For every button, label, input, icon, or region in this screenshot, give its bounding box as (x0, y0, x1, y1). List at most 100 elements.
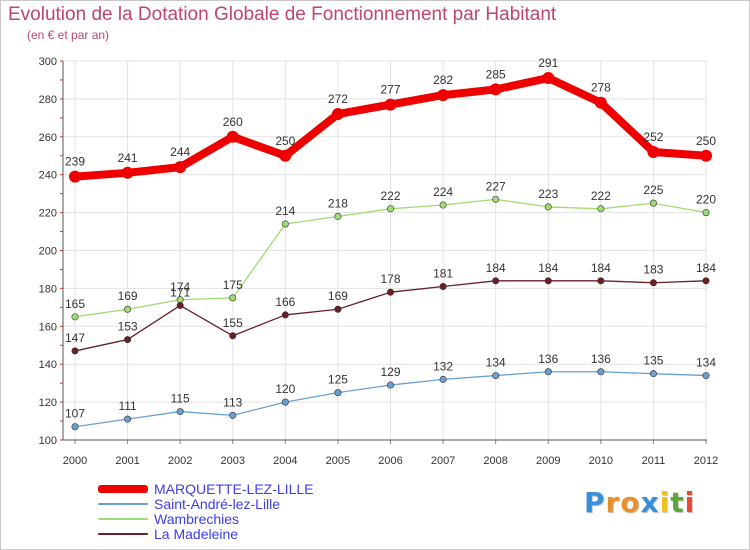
data-label: 218 (328, 196, 348, 210)
y-tick-label: 300 (39, 56, 57, 68)
x-tick-label: 2002 (168, 455, 192, 467)
legend-label: La Madeleine (154, 526, 239, 542)
data-label: 132 (433, 359, 453, 373)
data-point (492, 372, 500, 380)
data-point (649, 279, 657, 287)
data-label: 291 (538, 56, 558, 70)
data-point (542, 72, 555, 85)
data-label: 129 (380, 365, 400, 379)
data-label: 282 (433, 73, 453, 87)
data-point (702, 209, 710, 217)
data-label: 184 (538, 261, 558, 275)
data-point (71, 313, 79, 321)
data-label: 272 (328, 92, 348, 106)
data-label: 222 (591, 189, 611, 203)
data-label: 178 (380, 272, 400, 286)
data-label: 147 (65, 331, 85, 345)
data-point (229, 411, 237, 419)
x-tick-label: 2011 (642, 455, 666, 467)
data-label: 136 (591, 352, 611, 366)
data-label: 107 (65, 407, 85, 421)
data-point (229, 294, 237, 302)
data-label: 169 (328, 289, 348, 303)
data-label: 166 (275, 295, 295, 309)
data-label: 252 (643, 130, 663, 144)
y-tick-label: 120 (39, 397, 57, 409)
legend-label: Saint-André-lez-Lille (154, 496, 281, 512)
data-point (174, 161, 187, 174)
y-tick-label: 160 (39, 321, 57, 333)
data-point (544, 368, 552, 376)
data-point (279, 149, 292, 162)
data-point (437, 89, 450, 102)
data-point (384, 98, 397, 111)
data-label: 225 (643, 183, 663, 197)
data-point (176, 408, 184, 416)
data-label: 223 (538, 187, 558, 201)
data-label: 220 (696, 193, 716, 207)
data-label: 244 (170, 145, 190, 159)
data-point (334, 305, 342, 313)
data-label: 153 (118, 320, 138, 334)
data-point (492, 277, 500, 285)
y-tick-label: 260 (39, 132, 57, 144)
data-point (649, 370, 657, 378)
y-tick-label: 140 (39, 359, 57, 371)
data-label: 134 (486, 356, 506, 370)
x-tick-label: 2009 (536, 455, 560, 467)
x-tick-label: 2012 (694, 455, 718, 467)
chart-subtitle: (en € et par an) (27, 28, 110, 42)
data-point (121, 166, 134, 179)
x-tick-label: 2008 (483, 455, 507, 467)
data-label: 250 (696, 134, 716, 148)
x-tick-label: 2000 (63, 455, 87, 467)
data-point (386, 288, 394, 296)
y-tick-label: 180 (39, 283, 57, 295)
data-label: 250 (275, 134, 295, 148)
data-label: 165 (65, 297, 85, 311)
legend-swatch (98, 518, 148, 520)
data-point (649, 199, 657, 207)
data-label: 184 (696, 261, 716, 275)
x-tick-label: 2001 (115, 455, 139, 467)
data-point (439, 375, 447, 383)
data-point (386, 205, 394, 213)
chart-title: Evolution de la Dotation Globale de Fonc… (8, 4, 557, 25)
x-tick-label: 2010 (589, 455, 613, 467)
data-label: 183 (643, 263, 663, 277)
data-label: 171 (170, 285, 190, 299)
data-point (229, 332, 237, 340)
data-label: 115 (171, 392, 190, 406)
data-point (702, 372, 710, 380)
data-label: 227 (486, 179, 506, 193)
y-tick-label: 100 (39, 435, 57, 447)
data-point (597, 205, 605, 213)
data-label: 184 (486, 261, 506, 275)
data-point (544, 277, 552, 285)
data-point (334, 212, 342, 220)
data-point (700, 149, 712, 162)
data-label: 214 (275, 204, 295, 218)
data-label: 135 (643, 354, 663, 368)
data-label: 277 (380, 83, 400, 97)
data-point (176, 301, 184, 309)
data-label: 222 (380, 189, 400, 203)
data-label: 175 (223, 278, 243, 292)
data-point (331, 108, 344, 121)
x-tick-label: 2006 (378, 455, 402, 467)
data-label: 113 (223, 395, 242, 409)
legend-swatch (98, 503, 148, 505)
data-point (702, 277, 710, 285)
legend-swatch (98, 485, 148, 493)
data-label: 174 (170, 280, 190, 294)
y-tick-label: 280 (39, 94, 57, 106)
data-point (124, 305, 132, 313)
data-point (439, 283, 447, 291)
y-tick-label: 240 (39, 170, 57, 182)
y-tick-label: 200 (39, 246, 57, 258)
data-point (71, 347, 79, 355)
data-label: 239 (65, 155, 85, 169)
data-point (386, 381, 394, 389)
data-label: 184 (591, 261, 611, 275)
data-label: 285 (486, 67, 506, 81)
